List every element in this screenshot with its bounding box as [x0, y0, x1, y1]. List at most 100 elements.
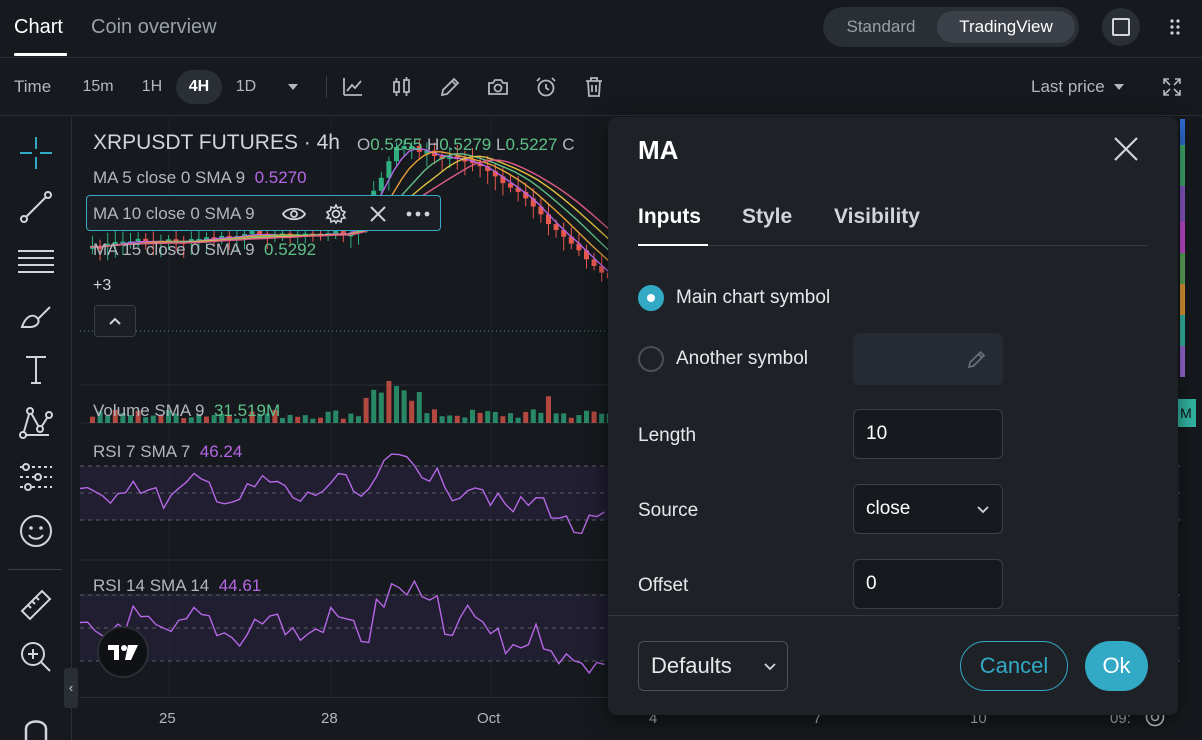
rsi7-legend[interactable]: RSI 7 SMA 7 46.24 [93, 442, 242, 462]
tradingview-view-button[interactable]: TradingView [937, 11, 1075, 43]
source-select-value: close [866, 498, 911, 519]
ma15-legend[interactable]: MA 15 close 0 SMA 9 0.5292 [93, 240, 316, 260]
pattern-tool-icon[interactable] [16, 403, 56, 443]
settings-gear-icon[interactable] [323, 201, 349, 227]
candle [394, 147, 399, 162]
volume-bar [150, 415, 156, 423]
candle [591, 259, 597, 267]
last-price-chevron-icon[interactable] [1112, 80, 1126, 94]
candle-type-icon[interactable] [388, 73, 416, 101]
horizontal-lines-icon[interactable] [16, 241, 56, 281]
tradingview-logo-icon [108, 645, 138, 660]
more-horizontal-icon[interactable] [405, 201, 431, 227]
candle [515, 187, 521, 192]
tab-inputs[interactable]: Inputs [638, 205, 701, 228]
volume-bar [348, 413, 354, 423]
magnet-icon[interactable] [16, 709, 56, 740]
ma15-legend-label: MA 15 close 0 SMA 9 [93, 240, 255, 259]
zoom-in-icon[interactable] [16, 637, 56, 677]
candle [249, 231, 255, 235]
candle [477, 163, 483, 167]
tab-chart[interactable]: Chart [14, 16, 63, 38]
timeframe-dropdown-icon[interactable] [279, 73, 307, 101]
candle [462, 158, 468, 162]
brush-icon[interactable] [16, 297, 56, 337]
more-indicators-count[interactable]: +3 [93, 277, 112, 294]
collapse-legend-button[interactable] [94, 305, 136, 337]
volume-bar [97, 411, 103, 423]
remove-indicator-icon[interactable] [365, 201, 391, 227]
volume-bar [447, 415, 453, 423]
another-symbol-label[interactable]: Another symbol [676, 348, 809, 369]
candle [492, 171, 498, 177]
timeframe-4h[interactable]: 4H [176, 70, 222, 104]
text-tool-icon[interactable] [16, 349, 56, 389]
tradingview-logo[interactable] [97, 626, 149, 678]
source-select[interactable]: close [853, 484, 1003, 534]
defaults-dropdown[interactable]: Defaults [638, 641, 788, 691]
trend-line-icon[interactable] [16, 187, 56, 227]
volume-bar [424, 413, 430, 423]
pencil-icon[interactable] [436, 73, 464, 101]
crosshair-icon[interactable] [16, 133, 56, 173]
symbol-picker-field[interactable] [853, 333, 1003, 385]
time-tick-label: 25 [159, 710, 176, 727]
ruler-icon[interactable] [16, 585, 56, 625]
offset-input[interactable]: 0 [853, 559, 1003, 609]
camera-icon[interactable] [484, 73, 512, 101]
top-bar: Chart Coin overview Standard TradingView [0, 0, 1202, 58]
trash-icon[interactable] [580, 73, 608, 101]
alarm-clock-icon[interactable] [532, 73, 560, 101]
candle [576, 243, 582, 251]
main-chart-symbol-label[interactable]: Main chart symbol [676, 287, 831, 308]
timeframe-15m[interactable]: 15m [82, 78, 114, 95]
indicators-icon[interactable] [339, 73, 367, 101]
timeframe-1h[interactable]: 1H [141, 78, 163, 95]
volume-legend[interactable]: Volume SMA 9 31.519M [93, 401, 280, 421]
volume-bar [325, 411, 331, 423]
tab-visibility[interactable]: Visibility [834, 205, 920, 228]
right-price-strip: M [1176, 117, 1202, 740]
candle [561, 230, 567, 237]
ma5-legend[interactable]: MA 5 close 0 SMA 9 0.5270 [93, 168, 307, 188]
volume-bar [584, 410, 589, 423]
more-vertical-grid-icon[interactable] [1156, 8, 1194, 46]
volume-bar [120, 413, 126, 423]
candle [553, 224, 559, 231]
source-label: Source [638, 500, 699, 521]
pencil-icon [967, 350, 986, 369]
candle [530, 198, 536, 207]
main-chart-symbol-radio[interactable] [638, 285, 664, 311]
length-input[interactable]: 10 [853, 409, 1003, 459]
volume-bar [204, 416, 209, 423]
low-value: 0.5227 [505, 135, 558, 154]
volume-bar [333, 410, 339, 423]
volume-bar [302, 415, 308, 423]
another-symbol-radio[interactable] [638, 346, 664, 372]
ma15-legend-value: 0.5292 [264, 240, 317, 259]
prediction-tool-icon[interactable] [16, 457, 56, 497]
rsi7-legend-value: 46.24 [199, 442, 243, 461]
collapse-drawing-bar-handle[interactable]: ‹ [64, 668, 78, 708]
fullscreen-square-icon[interactable] [1102, 8, 1140, 46]
volume-bar [477, 412, 483, 423]
standard-view-button[interactable]: Standard [846, 17, 916, 36]
chart-symbol: XRPUSDT FUTURES · 4h [93, 131, 340, 154]
tab-coin-overview[interactable]: Coin overview [91, 16, 217, 38]
candle [409, 146, 415, 149]
rsi-line [80, 453, 605, 535]
tab-chart-underline [14, 53, 67, 56]
ma10-legend-selected[interactable]: MA 10 close 0 SMA 9 [86, 195, 441, 231]
close-icon[interactable] [1110, 133, 1142, 165]
expand-icon[interactable] [1158, 73, 1186, 101]
emoji-icon[interactable] [16, 511, 56, 551]
timeframe-1d[interactable]: 1D [235, 78, 257, 95]
eye-icon[interactable] [281, 201, 307, 227]
candle [105, 243, 111, 247]
tab-style[interactable]: Style [742, 205, 793, 228]
last-price-dropdown[interactable]: Last price [1031, 77, 1105, 96]
rsi7-legend-label: RSI 7 SMA 7 [93, 442, 191, 461]
cancel-button[interactable]: Cancel [960, 641, 1068, 691]
rsi14-legend[interactable]: RSI 14 SMA 14 44.61 [93, 576, 261, 596]
ok-button[interactable]: Ok [1085, 641, 1148, 691]
